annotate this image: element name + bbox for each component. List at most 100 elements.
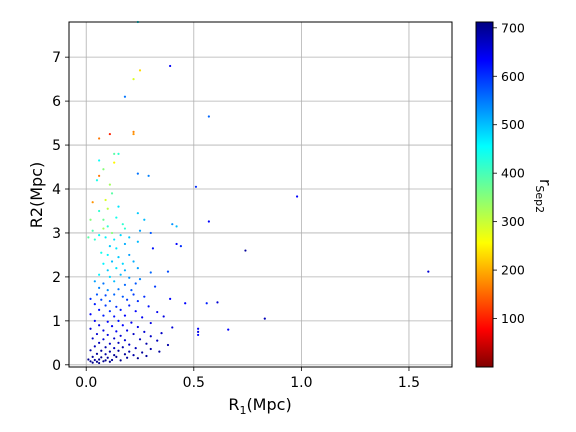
data-point [149, 347, 152, 351]
data-point [136, 212, 139, 215]
data-point [136, 240, 139, 243]
data-point [147, 305, 150, 308]
colorbar-tick-label: 600 [501, 69, 525, 84]
data-point [95, 360, 99, 363]
x-tick-label: 1.0 [290, 375, 312, 391]
data-point [110, 325, 114, 328]
data-point [194, 185, 198, 188]
data-point [145, 354, 148, 358]
data-point [95, 293, 99, 296]
y-tick-label: 2 [52, 270, 61, 286]
data-point [91, 361, 94, 364]
data-point [108, 310, 111, 313]
data-point [98, 209, 101, 213]
data-point [113, 337, 116, 340]
data-point [126, 329, 129, 332]
data-point [143, 295, 146, 298]
data-point [93, 238, 96, 241]
colorbar-tick-label: 400 [501, 166, 525, 181]
data-point [123, 95, 127, 98]
data-point [106, 253, 109, 257]
data-point [115, 355, 118, 358]
data-point [244, 249, 247, 252]
data-point [119, 308, 122, 311]
data-point [132, 332, 135, 336]
data-point [126, 298, 129, 301]
data-point [295, 195, 299, 198]
data-point [113, 293, 116, 296]
data-point [171, 223, 174, 226]
data-point [160, 332, 163, 335]
data-point [102, 282, 105, 285]
data-point [108, 350, 111, 353]
data-point [121, 295, 124, 298]
data-point [121, 223, 124, 226]
data-point [136, 325, 139, 329]
data-point [110, 231, 114, 235]
data-point [143, 218, 146, 221]
colorbar-tick-label: 100 [501, 311, 525, 326]
data-point [100, 356, 103, 359]
data-point [175, 242, 178, 246]
data-point [108, 360, 111, 363]
data-point [207, 115, 210, 118]
data-point [95, 352, 99, 355]
data-point [227, 328, 230, 331]
data-point [132, 354, 135, 357]
data-point [110, 192, 114, 195]
data-point [108, 183, 111, 186]
data-point [104, 236, 107, 239]
data-point [93, 319, 96, 322]
data-point [106, 356, 109, 359]
y-tick-label: 4 [52, 182, 61, 198]
data-point [98, 358, 101, 361]
data-point [98, 159, 101, 162]
data-point [98, 286, 101, 289]
data-point [98, 137, 101, 140]
data-point [115, 330, 118, 333]
data-point [106, 320, 109, 323]
data-point [89, 360, 92, 363]
y-tick-label: 7 [52, 50, 61, 66]
data-point [205, 302, 208, 305]
y-tick-label: 3 [52, 226, 61, 242]
data-point [134, 282, 137, 285]
data-point [115, 216, 118, 219]
data-point [104, 346, 107, 349]
data-point [117, 256, 120, 259]
data-point [117, 205, 120, 208]
data-point [128, 276, 131, 279]
data-point [197, 327, 200, 330]
data-point [123, 269, 127, 272]
data-point [216, 301, 219, 304]
data-point [136, 357, 139, 360]
data-point [123, 314, 127, 317]
data-point [149, 231, 152, 235]
colorbar-ticks: 100 200 300 400 500 600 700 [493, 20, 525, 326]
colorbar-tick-label: 300 [501, 214, 525, 229]
y-axis-ticks: 0 1 2 3 4 5 6 7 [52, 50, 69, 374]
data-point [89, 313, 92, 316]
data-point [117, 288, 120, 291]
data-point [171, 326, 174, 329]
data-point [123, 339, 127, 342]
data-point [102, 360, 105, 363]
data-point [102, 218, 105, 221]
data-point [104, 353, 107, 356]
data-point [156, 310, 159, 314]
data-point [175, 225, 178, 228]
data-point [149, 271, 152, 274]
data-point [197, 333, 200, 337]
data-point [138, 278, 142, 281]
data-point [98, 341, 101, 344]
data-point [184, 302, 187, 305]
data-point [106, 269, 109, 272]
data-point [89, 349, 92, 352]
data-point [98, 234, 101, 237]
data-point [156, 339, 159, 342]
colorbar [475, 21, 494, 368]
data-point [128, 350, 131, 353]
data-point [132, 78, 135, 81]
data-point [141, 316, 144, 319]
data-point [87, 358, 90, 361]
